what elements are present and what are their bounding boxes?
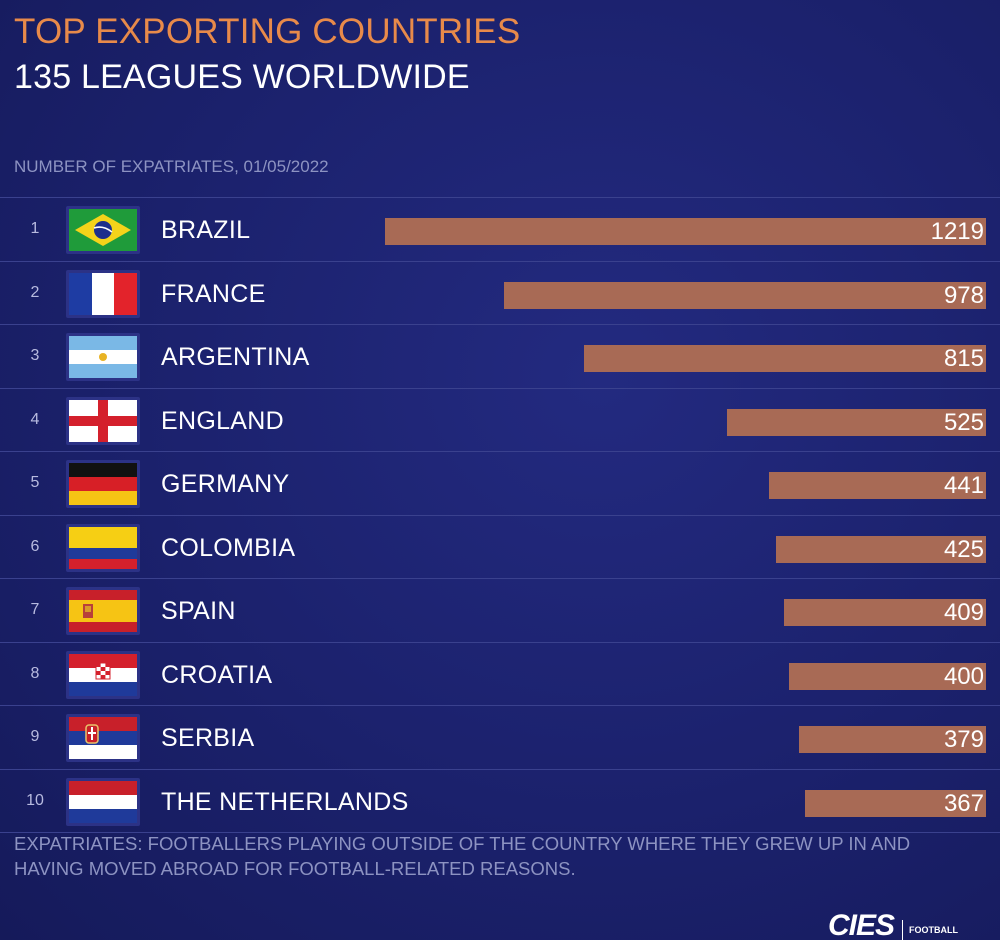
brazil-flag-icon [69, 209, 137, 251]
rank-label: 9 [30, 728, 40, 745]
country-label: THE NETHERLANDS [161, 787, 409, 816]
england-flag-icon [69, 399, 137, 442]
bar-value-label: 379 [943, 726, 984, 753]
chart-row: 6 COLOMBIA 425 [0, 514, 1000, 579]
bar [799, 726, 986, 753]
colombia-flag-icon [69, 526, 137, 569]
country-label: CROATIA [161, 660, 273, 689]
flag-frame [66, 714, 140, 762]
bar [503, 281, 986, 309]
bar-value-label: 367 [943, 789, 984, 817]
chart-row: 4 ENGLAND 525 [0, 387, 1000, 452]
flag-frame [66, 587, 140, 635]
netherlands-flag-icon [69, 780, 137, 823]
bar-value-label: 978 [943, 281, 984, 309]
chart-row: 3 ARGENTINA 815 [0, 324, 1000, 388]
chart-row: 1 BRAZIL 1219 [0, 197, 1000, 261]
bar-value-label: 1219 [930, 218, 984, 245]
flag-frame [66, 523, 140, 572]
flag-frame [66, 206, 140, 254]
flag-frame [66, 333, 140, 381]
rank-label: 6 [30, 537, 40, 555]
bar [805, 789, 986, 817]
bar [784, 599, 986, 626]
rank-label: 4 [30, 410, 40, 428]
chart-row: 9 SERBIA 379 [0, 705, 1000, 769]
flag-frame [66, 269, 140, 318]
country-label: GERMANY [161, 470, 290, 498]
bar [584, 345, 986, 372]
rank-label: 2 [30, 283, 40, 301]
serbia-flag-icon [69, 717, 137, 759]
rank-label: 5 [30, 474, 40, 491]
country-label: SPAIN [161, 597, 236, 625]
bar-chart: 1 BRAZIL 1219 2 FRANCE 978 3 ARGENTINA 815 4 ENGLA… [0, 197, 1000, 833]
bar-value-label: 400 [943, 662, 984, 690]
chart-caption: NUMBER OF EXPATRIATES, 01/05/2022 [14, 157, 329, 176]
rank-label: 3 [30, 347, 40, 364]
chart-row: 10 THE NETHERLANDS 367 [0, 768, 1000, 833]
flag-frame [66, 460, 140, 508]
page-title: TOP EXPORTING COUNTRIES [14, 12, 521, 51]
bar-value-label: 525 [943, 408, 984, 436]
country-label: ENGLAND [161, 406, 284, 435]
chart-row: 2 FRANCE 978 [0, 260, 1000, 325]
chart-row: 7 SPAIN 409 [0, 578, 1000, 642]
chart-row: 8 CROATIA 400 [0, 641, 1000, 706]
bar-value-label: 815 [943, 345, 984, 372]
bar-value-label: 425 [943, 535, 984, 563]
france-flag-icon [69, 272, 137, 315]
croatia-flag-icon [69, 653, 137, 696]
page-subtitle: 135 LEAGUES WORLDWIDE [14, 58, 470, 96]
country-label: SERBIA [161, 724, 255, 752]
country-label: COLOMBIA [161, 533, 296, 562]
flag-frame [66, 396, 140, 445]
cies-logo: CIES FOOTBALL [828, 912, 959, 940]
bar-value-label: 441 [943, 472, 984, 499]
flag-frame [66, 777, 140, 826]
flag-frame [66, 650, 140, 699]
country-label: ARGENTINA [161, 343, 310, 371]
chart-row: 5 GERMANY 441 [0, 451, 1000, 515]
argentina-flag-icon [69, 336, 137, 378]
country-label: BRAZIL [161, 216, 251, 244]
bar [788, 662, 986, 690]
bar [727, 408, 986, 436]
rank-label: 10 [26, 791, 44, 809]
rank-label: 8 [30, 664, 40, 682]
rank-label: 1 [30, 220, 40, 237]
spain-flag-icon [69, 590, 137, 632]
country-label: FRANCE [161, 279, 266, 308]
bar [768, 472, 986, 499]
bar [385, 218, 986, 245]
bar-value-label: 409 [943, 599, 984, 626]
rank-label: 7 [30, 601, 40, 618]
footnote: EXPATRIATES: FOOTBALLERS PLAYING OUTSIDE… [14, 833, 911, 879]
bar [776, 535, 986, 563]
germany-flag-icon [69, 463, 137, 505]
